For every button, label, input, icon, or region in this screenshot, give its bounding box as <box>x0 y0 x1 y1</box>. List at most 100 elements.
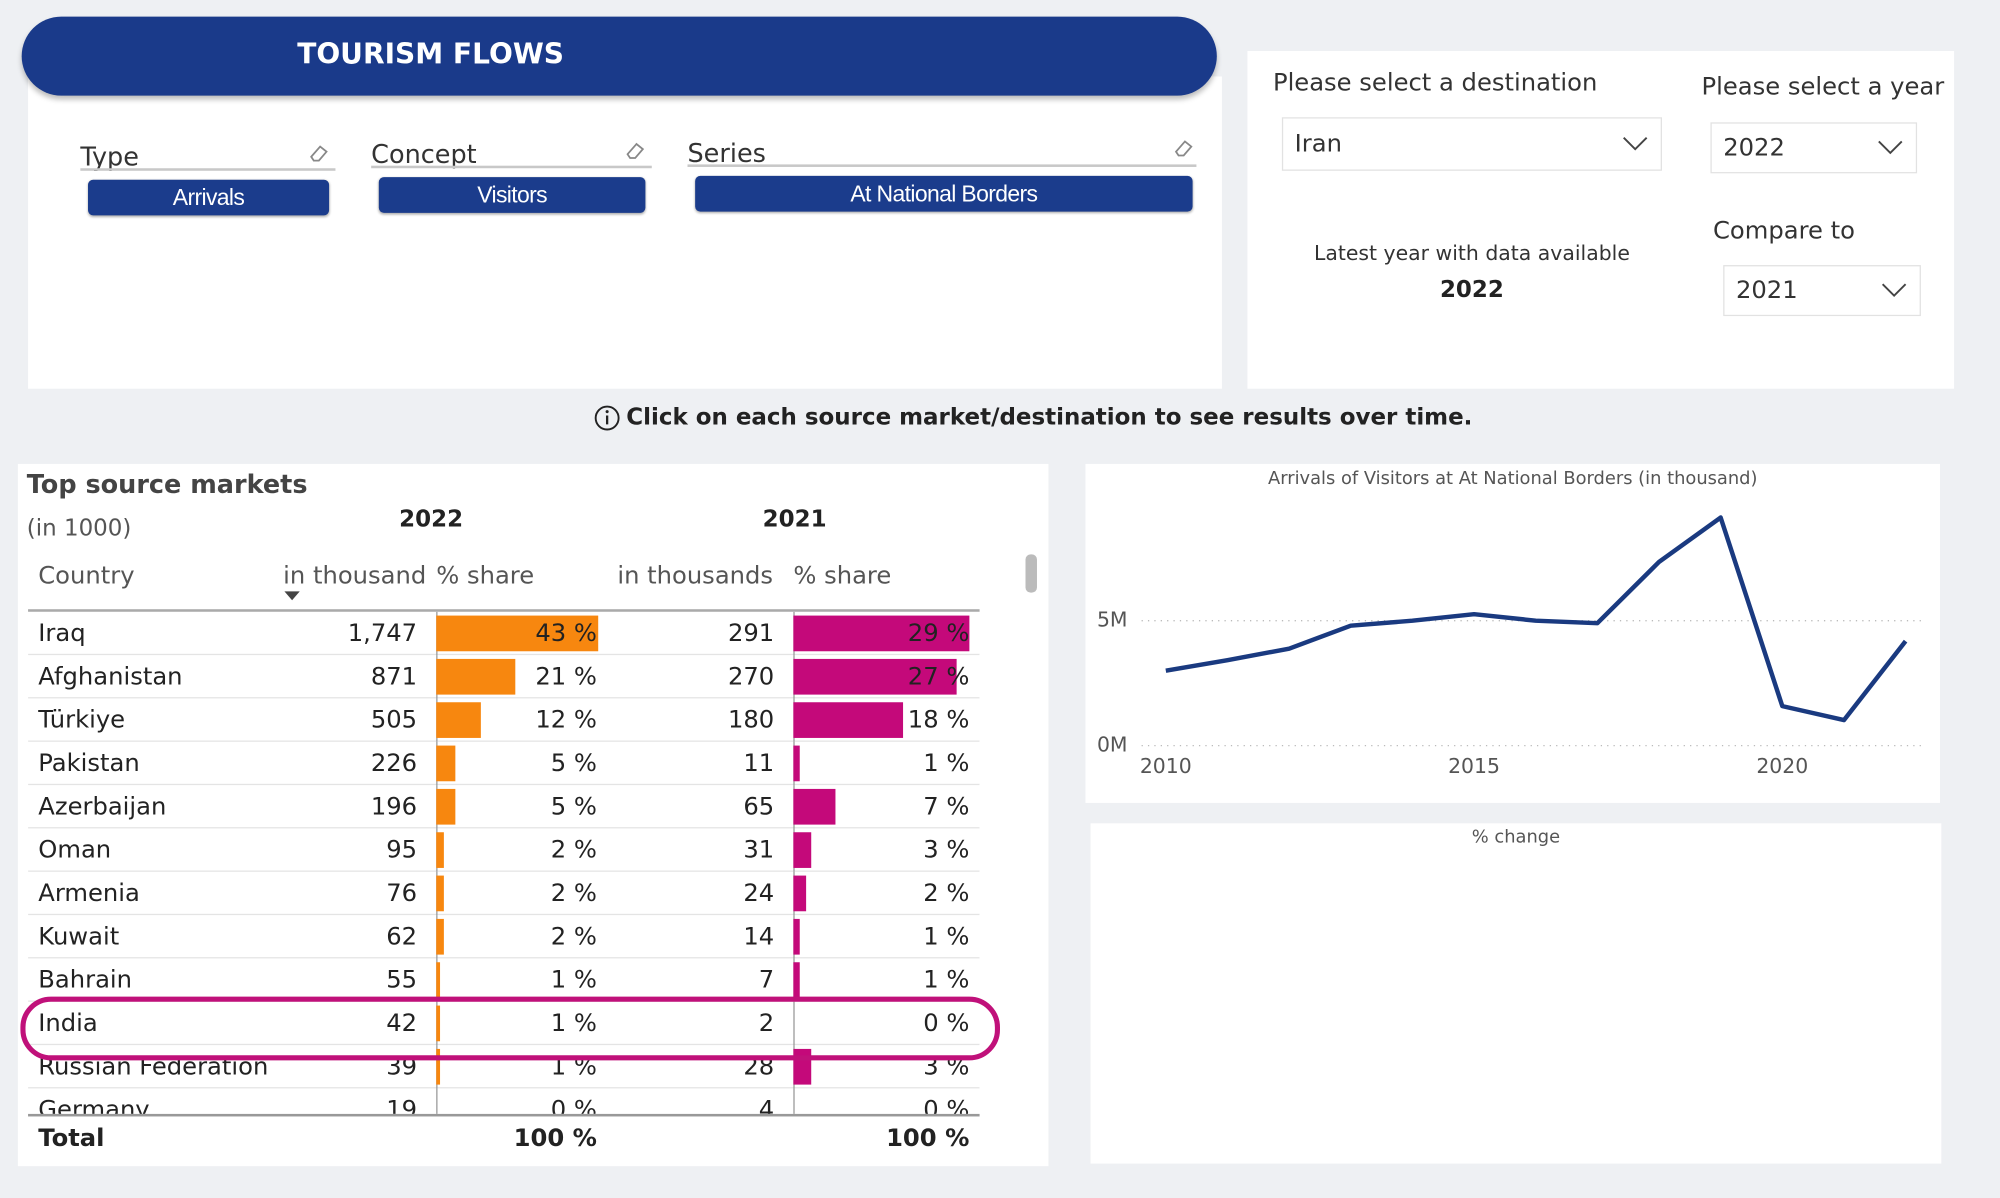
filter-button[interactable]: Arrivals <box>88 179 330 216</box>
share-bar <box>436 1048 440 1085</box>
share-bar <box>436 1005 440 1042</box>
row[interactable] <box>28 742 980 786</box>
sort-arrow <box>284 591 300 601</box>
share: 12 % <box>535 706 597 735</box>
dropdown[interactable]: Iran <box>1281 117 1662 171</box>
row[interactable] <box>28 785 980 829</box>
change-title: % change <box>1471 827 1561 848</box>
row[interactable] <box>28 872 980 916</box>
line-chart: Arrivals of Visitors at At National Bord… <box>1097 468 1927 778</box>
row[interactable] <box>28 612 980 656</box>
share: 0 % <box>923 1009 970 1038</box>
share-bar <box>793 832 812 868</box>
share: 1 % <box>923 749 970 778</box>
share-bar <box>436 658 516 695</box>
country: Kuwait <box>38 922 120 951</box>
share: 2 % <box>923 879 970 908</box>
country: Pakistan <box>38 749 140 778</box>
share: 1 % <box>923 922 970 951</box>
value: 62 <box>386 922 418 951</box>
dropdown[interactable]: 2021 <box>1723 265 1921 317</box>
value: 505 <box>370 706 418 735</box>
value: 226 <box>370 749 418 778</box>
clear-icon[interactable] <box>306 140 332 165</box>
x-tick-label: 2020 <box>1756 754 1808 778</box>
country: Bahrain <box>38 966 133 995</box>
column-header[interactable]: in thousands <box>617 562 774 591</box>
share: 2 % <box>550 879 597 908</box>
scrollbar[interactable] <box>1025 554 1037 593</box>
row[interactable] <box>28 698 980 742</box>
share: 1 % <box>550 1009 597 1038</box>
value: 196 <box>370 792 418 821</box>
value: 14 <box>743 922 775 951</box>
column-header[interactable]: % share <box>793 562 892 591</box>
clear-icon[interactable] <box>622 138 648 163</box>
selector-panel <box>1247 50 1955 389</box>
share: 18 % <box>907 706 970 735</box>
table-panel <box>17 463 1049 1167</box>
column-header[interactable]: Country <box>38 562 135 591</box>
value: 55 <box>386 966 418 995</box>
y-tick-label: 0M <box>1097 733 1128 757</box>
country: Türkiye <box>38 706 126 735</box>
dropdown-value: 2021 <box>1735 276 1798 305</box>
selector-label: Compare to <box>1712 216 1855 245</box>
share-bar <box>436 875 444 912</box>
highlight-outline <box>20 996 1000 1061</box>
value: 76 <box>386 879 418 908</box>
dropdown[interactable]: 2022 <box>1710 122 1918 174</box>
value: 19 <box>386 1096 418 1114</box>
share-bar <box>793 615 970 652</box>
change-panel <box>1090 823 1942 1164</box>
share: 5 % <box>550 749 597 778</box>
value: 270 <box>727 662 775 691</box>
line <box>1165 515 1908 723</box>
chevron <box>1881 283 1907 298</box>
chart-title: Arrivals of Visitors at At National Bord… <box>1268 468 1758 489</box>
share-bar <box>793 875 806 912</box>
column-header[interactable]: % share <box>436 562 535 591</box>
filter-button[interactable]: At National Borders <box>695 175 1193 212</box>
total-rule <box>28 1113 980 1117</box>
share-bar <box>793 962 800 998</box>
country: Azerbaijan <box>38 792 167 821</box>
share: 7 % <box>923 792 970 821</box>
x-tick-label: 2010 <box>1140 754 1192 778</box>
share: 1 % <box>923 966 970 995</box>
row[interactable] <box>28 828 980 872</box>
share: 2 % <box>550 836 597 865</box>
share-bar <box>436 832 444 868</box>
selector-label: Please select a destination <box>1272 68 1598 97</box>
value: 4 <box>758 1096 775 1114</box>
row[interactable] <box>28 915 980 959</box>
share: 43 % <box>535 619 597 648</box>
share-bar <box>436 788 456 825</box>
divider <box>436 1088 438 1114</box>
chevron <box>1623 136 1648 151</box>
share-bar <box>436 702 482 738</box>
value: 65 <box>743 792 775 821</box>
value: 95 <box>386 836 418 865</box>
x-tick-label: 2015 <box>1448 754 1500 778</box>
total-label: Total <box>38 1124 105 1153</box>
y-tick-label: 5M <box>1097 608 1128 632</box>
value: 11 <box>743 749 775 778</box>
table-subtitle: (in 1000) <box>26 514 132 542</box>
dropdown-value: Iran <box>1294 129 1342 159</box>
row[interactable] <box>28 1002 980 1046</box>
row[interactable] <box>28 655 980 699</box>
value: 1,747 <box>347 619 418 648</box>
chart-panel <box>1085 463 1941 803</box>
clear-icon[interactable] <box>1171 135 1197 160</box>
share: 5 % <box>550 792 597 821</box>
share-bar <box>793 788 836 825</box>
row[interactable] <box>28 1045 980 1089</box>
value: 180 <box>727 706 775 735</box>
share: 21 % <box>535 662 597 691</box>
column-header[interactable]: in thousand <box>283 562 427 591</box>
filter-button[interactable]: Visitors <box>378 177 646 213</box>
divider <box>793 1001 795 1046</box>
share: 29 % <box>907 619 970 648</box>
